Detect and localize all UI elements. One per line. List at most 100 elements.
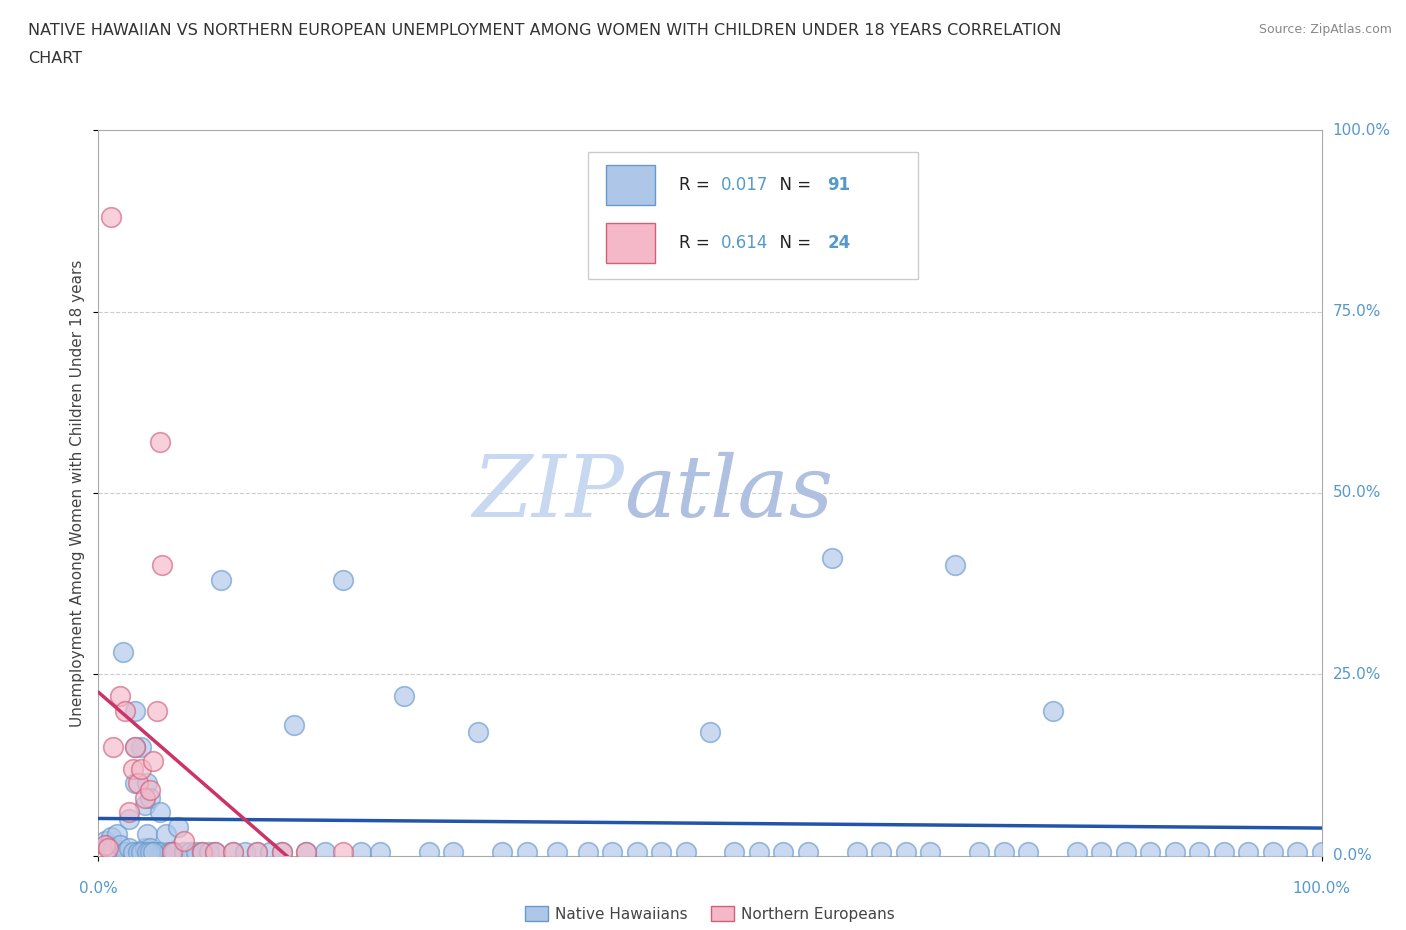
Point xyxy=(270,844,294,859)
Point xyxy=(139,790,162,805)
Point xyxy=(772,844,794,859)
Point xyxy=(368,844,391,859)
Point xyxy=(142,844,165,859)
Point xyxy=(127,844,149,859)
Point xyxy=(350,844,373,859)
Point xyxy=(111,645,134,660)
Point xyxy=(186,844,208,859)
Point xyxy=(332,844,354,859)
Point xyxy=(118,841,141,856)
Point xyxy=(894,844,917,859)
Point xyxy=(821,551,844,565)
Point xyxy=(100,830,122,844)
Point xyxy=(110,837,132,852)
Point xyxy=(167,819,190,834)
Point xyxy=(93,833,115,848)
Point xyxy=(124,739,146,754)
FancyBboxPatch shape xyxy=(606,222,655,262)
Point xyxy=(121,844,143,859)
Point xyxy=(142,844,165,859)
Point xyxy=(222,844,245,859)
Point xyxy=(173,833,195,848)
Point xyxy=(150,558,173,573)
Text: ZIP: ZIP xyxy=(472,452,624,534)
Text: 91: 91 xyxy=(828,176,851,193)
Point xyxy=(626,844,648,859)
Point xyxy=(233,844,256,859)
Point xyxy=(1212,844,1234,859)
Text: NATIVE HAWAIIAN VS NORTHERN EUROPEAN UNEMPLOYMENT AMONG WOMEN WITH CHILDREN UNDE: NATIVE HAWAIIAN VS NORTHERN EUROPEAN UNE… xyxy=(28,23,1062,38)
Text: 24: 24 xyxy=(828,233,851,252)
Text: 50.0%: 50.0% xyxy=(1333,485,1381,500)
Point xyxy=(467,724,489,739)
Point xyxy=(136,844,159,859)
Point xyxy=(441,844,464,859)
Point xyxy=(124,776,146,790)
Point xyxy=(105,827,128,842)
Point xyxy=(1017,844,1039,859)
Point xyxy=(1115,844,1137,859)
Point xyxy=(146,703,169,718)
Point xyxy=(1042,703,1064,718)
Point xyxy=(1066,844,1088,859)
Point xyxy=(136,776,159,790)
Point xyxy=(259,844,281,859)
Point xyxy=(191,844,214,859)
Point xyxy=(797,844,820,859)
Point xyxy=(160,844,183,859)
Point xyxy=(204,844,226,859)
Point xyxy=(97,837,120,852)
Point xyxy=(392,688,416,703)
Point xyxy=(650,844,672,859)
Point xyxy=(118,804,141,819)
Point xyxy=(149,434,172,449)
Point xyxy=(127,776,149,790)
Point xyxy=(129,844,152,859)
Text: CHART: CHART xyxy=(28,51,82,66)
Point xyxy=(204,844,226,859)
Point xyxy=(157,844,180,859)
Point xyxy=(173,844,195,859)
Point xyxy=(246,844,269,859)
Point xyxy=(124,739,146,754)
Text: 75.0%: 75.0% xyxy=(1333,304,1381,319)
Y-axis label: Unemployment Among Women with Children Under 18 years: Unemployment Among Women with Children U… xyxy=(70,259,86,726)
Point xyxy=(1261,844,1284,859)
Point xyxy=(114,844,136,859)
Text: 0.0%: 0.0% xyxy=(79,881,118,896)
Text: atlas: atlas xyxy=(624,452,834,534)
Text: N =: N = xyxy=(769,233,815,252)
Point xyxy=(139,844,162,859)
FancyBboxPatch shape xyxy=(606,165,655,205)
Point xyxy=(314,844,336,859)
Point xyxy=(110,688,132,703)
Point xyxy=(150,844,173,859)
Point xyxy=(675,844,697,859)
Point xyxy=(576,844,599,859)
Point xyxy=(129,739,152,754)
Point xyxy=(723,844,745,859)
FancyBboxPatch shape xyxy=(588,152,918,279)
Point xyxy=(139,841,162,856)
Point xyxy=(124,703,146,718)
Point xyxy=(179,844,201,859)
Text: 100.0%: 100.0% xyxy=(1292,881,1351,896)
Point xyxy=(1188,844,1211,859)
Point xyxy=(515,844,537,859)
Text: Source: ZipAtlas.com: Source: ZipAtlas.com xyxy=(1258,23,1392,36)
Point xyxy=(967,844,990,859)
Point xyxy=(100,210,122,225)
Point xyxy=(160,844,183,859)
Point xyxy=(332,573,354,588)
Point xyxy=(222,844,245,859)
Text: 0.017: 0.017 xyxy=(721,176,769,193)
Point xyxy=(1164,844,1187,859)
Point xyxy=(149,804,172,819)
Point xyxy=(134,841,156,856)
Text: R =: R = xyxy=(679,176,716,193)
Text: 100.0%: 100.0% xyxy=(1333,123,1391,138)
Point xyxy=(118,812,141,827)
Point xyxy=(155,827,177,842)
Point xyxy=(283,718,305,733)
Point xyxy=(134,797,156,812)
